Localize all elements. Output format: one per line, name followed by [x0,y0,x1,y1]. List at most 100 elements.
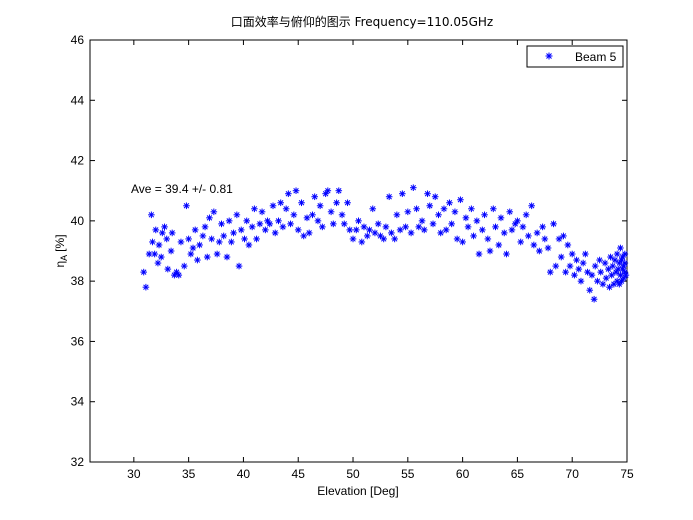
y-tick-label: 46 [71,33,85,47]
data-point [566,262,574,270]
data-point [607,253,614,261]
data-point [544,244,552,252]
data-point [324,187,332,195]
data-point [582,250,589,258]
axis-ticks [90,39,628,463]
x-axis-label: Elevation [Deg] [317,484,398,498]
data-point [385,193,393,201]
data-point [528,202,535,210]
x-tick-label: 35 [182,467,196,481]
data-point [609,262,617,270]
data-point [473,217,481,225]
data-point [228,238,235,246]
data-point [440,205,448,213]
data-point [506,208,514,216]
data-point [196,241,203,249]
data-point [225,217,233,225]
data-point [314,217,322,225]
data-point [448,220,455,228]
data-point [294,226,302,234]
data-point [451,208,459,216]
data-point [413,205,420,213]
data-point [588,271,596,279]
data-point [468,205,475,213]
data-point [620,274,628,282]
data-point [396,226,404,234]
data-point [522,211,530,219]
data-point [155,241,163,249]
x-tick-label: 40 [237,467,251,481]
y-axis-label-unit: [%] [53,234,67,251]
data-point [213,250,221,258]
data-point [168,229,176,237]
legend-marker [545,52,553,60]
data-point [319,223,326,231]
data-point [601,259,609,267]
data-point [338,211,346,219]
data-point [140,268,147,276]
data-point [568,250,576,258]
data-point [142,283,150,291]
y-tick-label: 44 [71,93,85,107]
data-point [388,229,395,237]
x-tick-label: 75 [620,467,634,481]
data-point [382,223,390,231]
data-point [358,238,366,246]
data-point [230,229,237,237]
data-point [562,268,569,276]
legend: Beam 5 [526,45,624,68]
data-point [159,229,166,237]
data-point [380,235,388,243]
y-tick-label: 40 [71,214,85,228]
data-point [206,214,213,222]
data-point [596,256,603,264]
data-point [333,199,340,207]
data-point [555,235,563,243]
data-point [346,226,354,234]
average-annotation: Ave = 39.4 +/- 0.81 [131,182,233,196]
data-point [577,277,585,285]
data-point [495,241,503,249]
data-point [161,223,168,231]
data-point [149,238,156,246]
data-point [151,250,158,258]
y-tick-label: 36 [71,334,85,348]
data-point [279,223,287,231]
data-point [573,256,580,264]
data-point [442,226,450,234]
data-point [492,223,499,231]
data-point [622,271,630,279]
data-point [437,229,444,237]
data-point [305,229,313,237]
data-point [271,229,279,237]
data-point [251,205,258,213]
data-point [497,214,505,222]
data-point [203,253,211,261]
data-point [391,235,398,243]
data-point [597,268,604,276]
data-point [402,223,409,231]
data-point [533,229,541,237]
data-point [552,262,560,270]
data-point [446,199,453,207]
data-point [171,271,178,279]
data-point [183,202,190,210]
data-point [167,247,175,255]
x-tick-label: 70 [566,467,580,481]
data-point [560,232,567,240]
data-point [500,229,508,237]
y-axis-label-symbol: η [53,261,67,268]
data-point [508,226,516,234]
data-point [189,244,197,252]
y-tick-label: 42 [71,154,85,168]
data-point [536,247,543,255]
data-point [546,268,554,276]
data-point [277,199,284,207]
data-point [309,211,316,219]
data-point [316,202,324,210]
data-point [503,250,510,258]
data-point [241,235,248,243]
data-point [541,235,549,243]
data-point [235,262,243,270]
data-point [148,211,155,219]
